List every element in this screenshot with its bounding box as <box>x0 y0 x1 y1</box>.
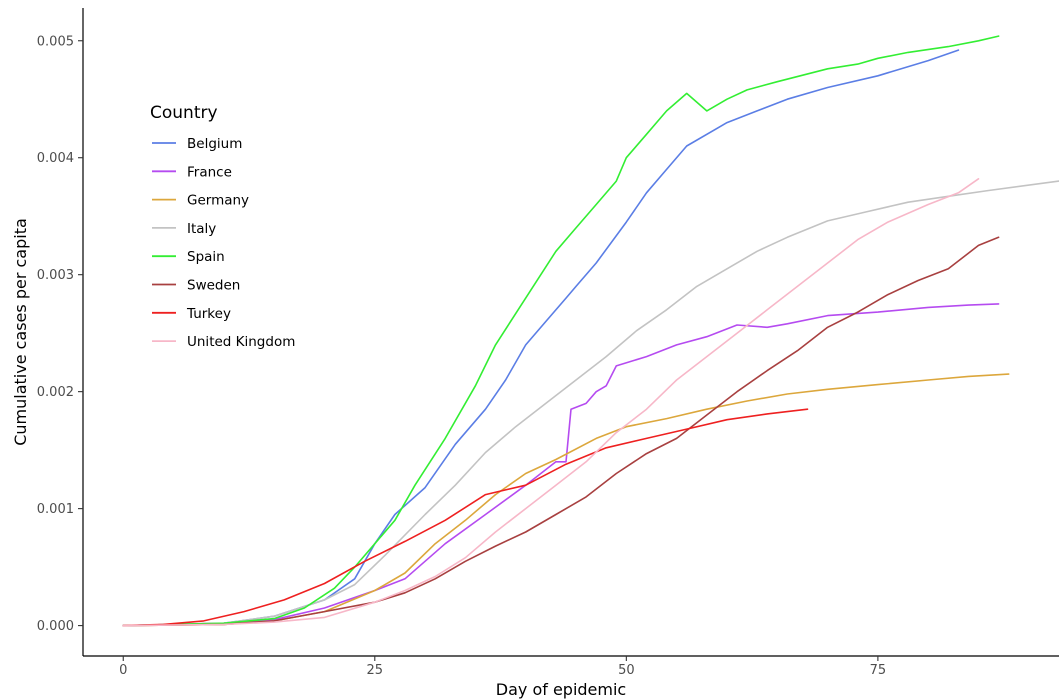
series-line-united-kingdom <box>122 178 980 627</box>
legend-label: Turkey <box>186 306 231 322</box>
series-line-turkey <box>122 408 809 627</box>
legend-label: Belgium <box>187 136 242 152</box>
y-axis-ticks: 0.000 0.001 0.002 0.003 0.004 0.005 <box>37 34 83 634</box>
y-tick-label: 0.002 <box>37 385 74 400</box>
x-tick-label: 25 <box>367 663 384 678</box>
x-axis-title: Day of epidemic <box>496 680 626 699</box>
x-axis-ticks: 0 25 50 75 <box>119 656 886 678</box>
legend-title: Country <box>150 103 218 123</box>
legend-label: Sweden <box>187 278 240 294</box>
y-tick-label: 0.003 <box>37 268 74 283</box>
y-axis-title: Cumulative cases per capita <box>11 218 30 446</box>
x-tick-label: 75 <box>870 663 887 678</box>
y-tick-label: 0.000 <box>37 619 74 634</box>
legend-label: Italy <box>187 221 216 237</box>
series-line-italy <box>122 180 1059 627</box>
legend: Country Belgium France Germany Italy Spain Sw… <box>150 103 295 350</box>
x-tick-label: 50 <box>618 663 635 678</box>
series-line-spain <box>122 35 1000 627</box>
axes <box>82 8 1059 657</box>
y-tick-label: 0.005 <box>37 34 74 49</box>
series-line-germany <box>122 373 1010 627</box>
series-line-sweden <box>122 236 1000 627</box>
series-line-belgium <box>122 49 960 627</box>
legend-label: United Kingdom <box>187 334 295 350</box>
series-lines <box>122 35 1059 627</box>
series-line-france <box>122 303 1000 627</box>
legend-label: Spain <box>187 249 225 265</box>
legend-label: France <box>187 164 232 180</box>
x-tick-label: 0 <box>119 663 127 678</box>
legend-label: Germany <box>187 193 249 209</box>
y-tick-label: 0.001 <box>37 502 74 517</box>
y-tick-label: 0.004 <box>37 151 74 166</box>
